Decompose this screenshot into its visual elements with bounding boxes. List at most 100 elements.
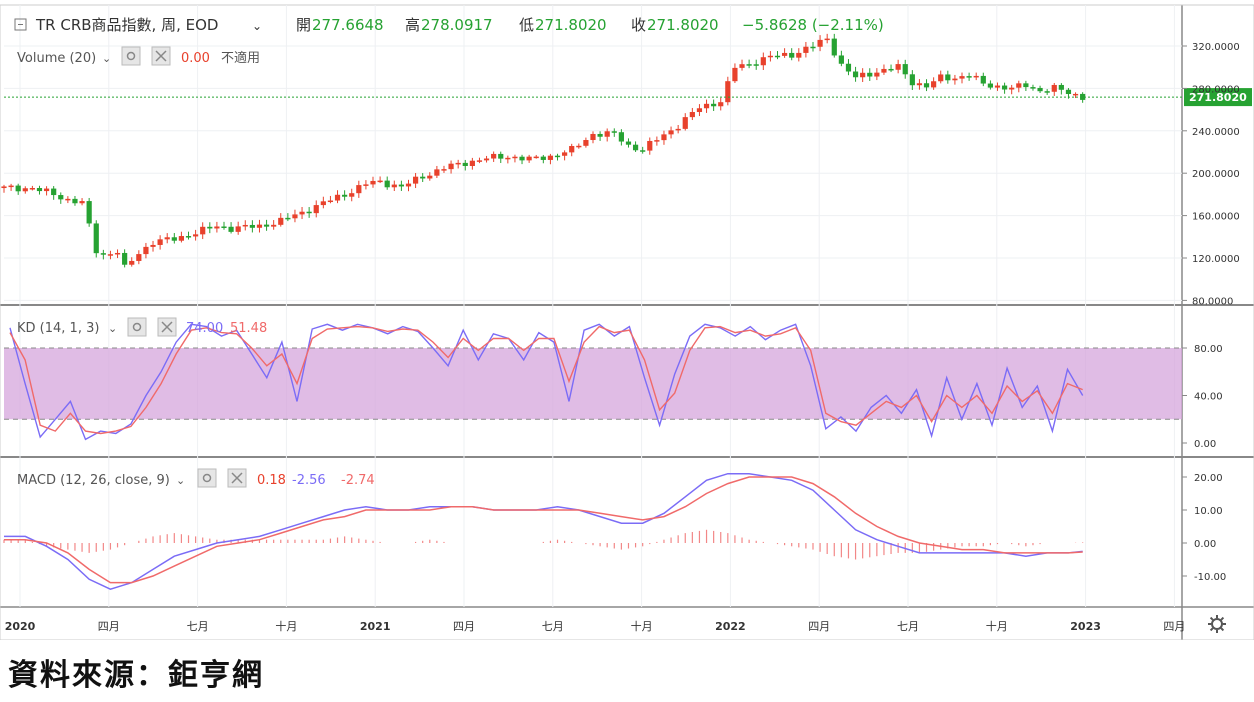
candle-up bbox=[313, 205, 319, 214]
candle-up bbox=[22, 188, 28, 192]
kd-d-value: 51.48 bbox=[230, 321, 267, 336]
chevron-down-icon[interactable]: ⌄ bbox=[176, 474, 185, 487]
candle-up bbox=[718, 102, 724, 107]
candle-up bbox=[143, 246, 149, 255]
price-tick-label: 320.0000 bbox=[1192, 42, 1240, 53]
time-tick-label: 2021 bbox=[360, 620, 391, 633]
candle-down bbox=[618, 132, 624, 142]
candle-up bbox=[860, 72, 866, 78]
macd-tick-label: -10.00 bbox=[1194, 572, 1226, 583]
candle-down bbox=[398, 184, 404, 187]
gear-icon[interactable] bbox=[1208, 615, 1226, 633]
candle-down bbox=[980, 75, 986, 84]
candle-up bbox=[874, 72, 880, 77]
price-tick-label: 240.0000 bbox=[1192, 127, 1240, 138]
candle-down bbox=[207, 226, 213, 229]
candle-down bbox=[1058, 84, 1064, 90]
candle-down bbox=[810, 46, 816, 49]
candle-up bbox=[469, 160, 475, 167]
candle-down bbox=[221, 226, 227, 228]
candle-down bbox=[420, 176, 426, 179]
candle-up bbox=[114, 252, 121, 255]
macd-line bbox=[4, 472, 1083, 591]
candle-up bbox=[164, 237, 170, 240]
candle-up bbox=[767, 55, 774, 58]
candle-up bbox=[505, 157, 511, 160]
candle-down bbox=[498, 153, 504, 159]
kd-label[interactable]: KD (14, 1, 3) bbox=[17, 321, 99, 336]
price-tick-label: 160.0000 bbox=[1192, 212, 1240, 223]
candle-up bbox=[1, 186, 7, 189]
candle-up bbox=[242, 224, 248, 227]
candle-down bbox=[1037, 87, 1043, 92]
candle-up bbox=[703, 103, 710, 109]
candle-down bbox=[86, 201, 92, 224]
candle-up bbox=[278, 217, 284, 225]
candle-down bbox=[923, 83, 930, 88]
time-tick-label: 四月 bbox=[453, 620, 475, 633]
settings-icon[interactable] bbox=[127, 317, 147, 337]
last-price-tag bbox=[1184, 88, 1252, 107]
chart-header: TR CRB商品指數, 周, EOD ⌄ 開 277.6648 高 278.09… bbox=[14, 16, 884, 66]
candle-up bbox=[526, 156, 532, 161]
chevron-down-icon[interactable]: ⌄ bbox=[252, 19, 262, 33]
time-tick-label: 十月 bbox=[275, 619, 297, 633]
price-tick-label: 120.0000 bbox=[1192, 254, 1240, 265]
candle-up bbox=[583, 140, 589, 146]
candle-down bbox=[58, 195, 64, 200]
candle-up bbox=[760, 57, 766, 66]
candle-up bbox=[739, 64, 745, 68]
open-label: 開 bbox=[296, 16, 311, 34]
candle-up bbox=[824, 38, 830, 41]
macd-pane bbox=[3, 472, 1084, 591]
candle-up bbox=[299, 211, 305, 215]
candle-up bbox=[136, 254, 142, 261]
chevron-down-icon[interactable]: ⌄ bbox=[108, 322, 117, 335]
candle-down bbox=[1001, 85, 1008, 90]
candle-up bbox=[79, 201, 85, 204]
candle-up bbox=[214, 226, 220, 229]
candle-up bbox=[483, 158, 490, 161]
time-tick-label: 2022 bbox=[715, 620, 746, 633]
macd-label[interactable]: MACD (12, 26, close, 9) bbox=[17, 473, 170, 488]
candle-down bbox=[789, 52, 795, 58]
candle-down bbox=[1080, 93, 1086, 100]
settings-icon[interactable] bbox=[121, 46, 141, 66]
candle-up bbox=[590, 133, 596, 141]
candle-up bbox=[952, 78, 958, 81]
candle-up bbox=[320, 201, 326, 206]
candle-down bbox=[100, 253, 106, 255]
low-label: 低 bbox=[519, 16, 534, 34]
chart-frame: 271.8020 2020 四月 七月 十月 2021 四月 七月 十月 2022 四月 七月 十月 2… bbox=[0, 4, 1254, 640]
collapse-icon[interactable] bbox=[14, 18, 27, 31]
candle-up bbox=[569, 146, 575, 153]
settings-icon[interactable] bbox=[197, 468, 217, 488]
candle-up bbox=[193, 234, 199, 237]
kd-tick-label: 40.00 bbox=[1194, 392, 1223, 403]
candle-up bbox=[434, 169, 440, 176]
high-label: 高 bbox=[405, 16, 420, 34]
candle-up bbox=[661, 134, 667, 141]
candle-up bbox=[427, 175, 433, 179]
change-value: −5.8628 (−2.11%) bbox=[742, 16, 884, 34]
kd-tick-label: 0.00 bbox=[1194, 439, 1216, 450]
candle-up bbox=[547, 155, 554, 160]
macd-signal-line bbox=[4, 476, 1083, 584]
volume-label[interactable]: Volume (20) bbox=[17, 51, 96, 66]
candle-up bbox=[349, 193, 355, 197]
volume-na: 不適用 bbox=[221, 50, 260, 66]
candle-down bbox=[185, 236, 192, 238]
chart-grid bbox=[0, 4, 1254, 640]
candle-up bbox=[178, 236, 185, 241]
symbol-title[interactable]: TR CRB商品指數, 周, EOD bbox=[35, 16, 218, 34]
candle-down bbox=[384, 180, 390, 188]
macd-signal-value: -2.74 bbox=[341, 473, 375, 488]
candle-down bbox=[342, 194, 348, 197]
candle-up bbox=[391, 184, 397, 188]
candle-up bbox=[1072, 93, 1079, 96]
candle-up bbox=[377, 180, 383, 183]
candle-up bbox=[881, 68, 887, 73]
macd-tick-label: 0.00 bbox=[1194, 539, 1216, 550]
candle-up bbox=[65, 198, 71, 201]
chevron-down-icon[interactable]: ⌄ bbox=[102, 52, 111, 65]
